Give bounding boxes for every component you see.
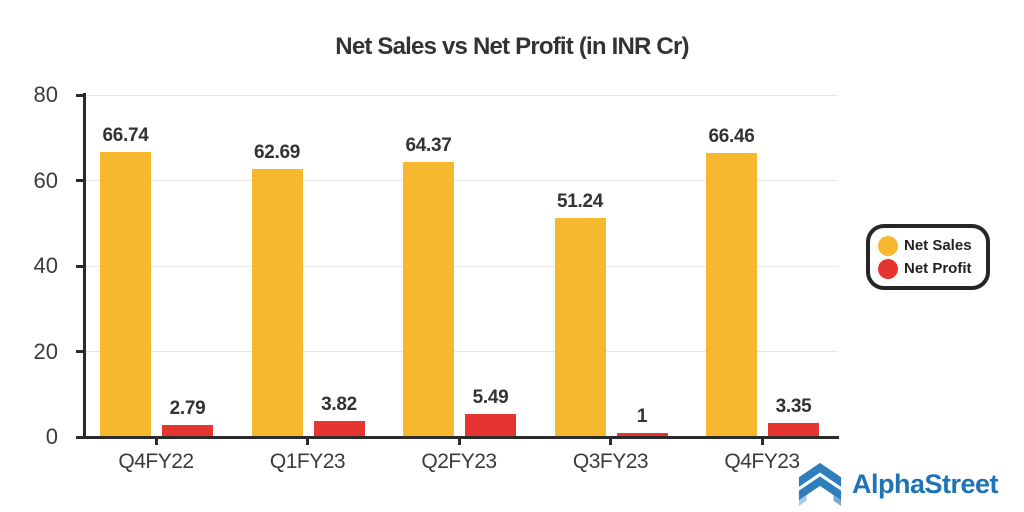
- net-profit-swatch-icon: [878, 258, 898, 279]
- bar-value-label: 66.46: [708, 125, 755, 147]
- y-axis-line: [83, 93, 86, 439]
- bar-net-profit: [465, 413, 516, 437]
- bar-value-label: 3.82: [321, 393, 357, 415]
- bar-net-sales: [251, 169, 303, 437]
- bar-net-sales: [554, 217, 606, 437]
- net-sales-swatch-icon: [878, 235, 898, 256]
- legend-item-net-profit: Net Profit: [878, 258, 972, 279]
- legend-label-net-sales: Net Sales: [904, 237, 972, 254]
- bar-net-sales: [706, 152, 757, 437]
- y-tick-mark: [76, 435, 85, 439]
- bar-net-profit: [616, 432, 668, 437]
- y-tick-mark: [76, 350, 85, 353]
- chart-title: Net Sales vs Net Profit (in INR Cr): [335, 33, 689, 60]
- legend-item-net-sales: Net Sales: [878, 235, 972, 256]
- bar-value-label: 3.35: [775, 395, 812, 417]
- x-tick-mark: [457, 437, 461, 445]
- x-axis-label: Q1FY23: [269, 450, 346, 473]
- bar-net-profit: [162, 425, 213, 437]
- bar-value-label: 5.49: [472, 386, 509, 408]
- alphastreet-chevrons-icon: [798, 462, 842, 507]
- bar-value-label: 66.74: [102, 124, 149, 146]
- x-axis-line: [83, 436, 839, 439]
- legend: Net Sales Net Profit: [866, 224, 990, 290]
- x-tick-mark: [609, 437, 612, 445]
- gridline: [85, 94, 838, 96]
- legend-label-net-profit: Net Profit: [904, 260, 972, 277]
- y-tick-label: 20: [33, 338, 58, 364]
- x-tick-mark: [760, 437, 764, 445]
- y-tick-label: 80: [33, 82, 58, 107]
- gridline: [85, 351, 838, 352]
- bar-value-label: 62.69: [253, 142, 301, 163]
- bar-net-profit: [768, 422, 819, 437]
- gridline: [85, 265, 838, 267]
- y-tick-mark: [76, 264, 85, 268]
- y-tick-mark: [76, 93, 85, 97]
- bar-value-label: 51.24: [556, 190, 604, 212]
- bar-value-label: 1: [636, 405, 648, 427]
- x-tick-mark: [306, 437, 309, 445]
- x-axis-label: Q2FY23: [421, 450, 497, 473]
- x-axis-label: Q3FY23: [572, 450, 649, 473]
- alphastreet-logo: AlphaStreet: [797, 461, 999, 507]
- y-tick-label: 60: [33, 167, 58, 193]
- bar-value-label: 2.79: [169, 398, 206, 420]
- bar-net-sales: [100, 151, 151, 437]
- bar-net-profit: [313, 420, 365, 437]
- alphastreet-logo-text: AlphaStreet: [852, 468, 999, 499]
- y-tick-mark: [76, 179, 85, 182]
- y-tick-label: 40: [33, 253, 58, 278]
- bar-value-label: 64.37: [405, 134, 452, 156]
- bar-net-sales: [403, 161, 454, 437]
- x-axis-label: Q4FY22: [118, 450, 194, 473]
- x-tick-mark: [154, 437, 158, 445]
- x-axis-label: Q4FY23: [724, 450, 800, 473]
- gridline: [85, 180, 838, 181]
- y-tick-label: 0: [45, 424, 58, 449]
